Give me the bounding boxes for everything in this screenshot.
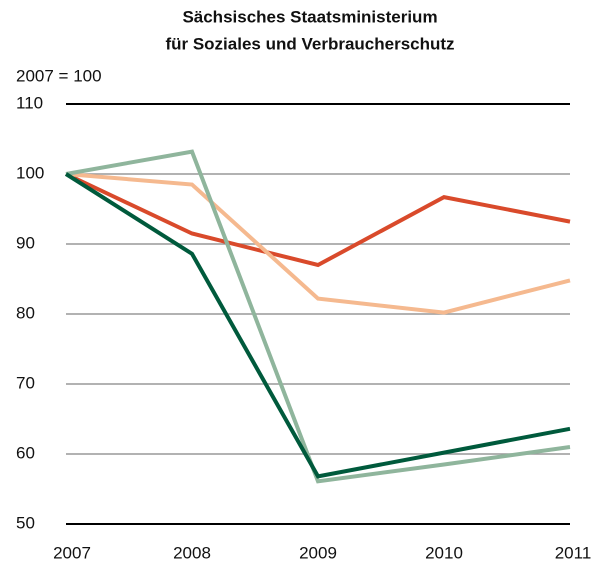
x-tick-label: 2008: [173, 543, 211, 562]
series-line: [65, 172, 571, 315]
series-line: [65, 172, 571, 268]
y-tick-label: 90: [16, 233, 35, 252]
x-tick-label: 2007: [53, 543, 91, 562]
y-axis-label: 2007 = 100: [16, 66, 102, 85]
chart-title: für Soziales und Verbraucherschutz: [165, 34, 454, 53]
series-line: [65, 149, 571, 484]
y-tick-label: 60: [16, 443, 35, 462]
y-tick-label: 80: [16, 303, 35, 322]
x-tick-label: 2009: [299, 543, 337, 562]
y-tick-label: 100: [16, 163, 44, 182]
x-tick-label: 2010: [425, 543, 463, 562]
y-tick-label: 50: [16, 513, 35, 532]
y-tick-label: 70: [16, 373, 35, 392]
x-tick-label: 2011: [555, 543, 592, 562]
chart-title: Sächsisches Staatsministerium: [182, 7, 437, 26]
y-tick-label: 110: [16, 93, 43, 112]
series-line: [64, 172, 571, 479]
